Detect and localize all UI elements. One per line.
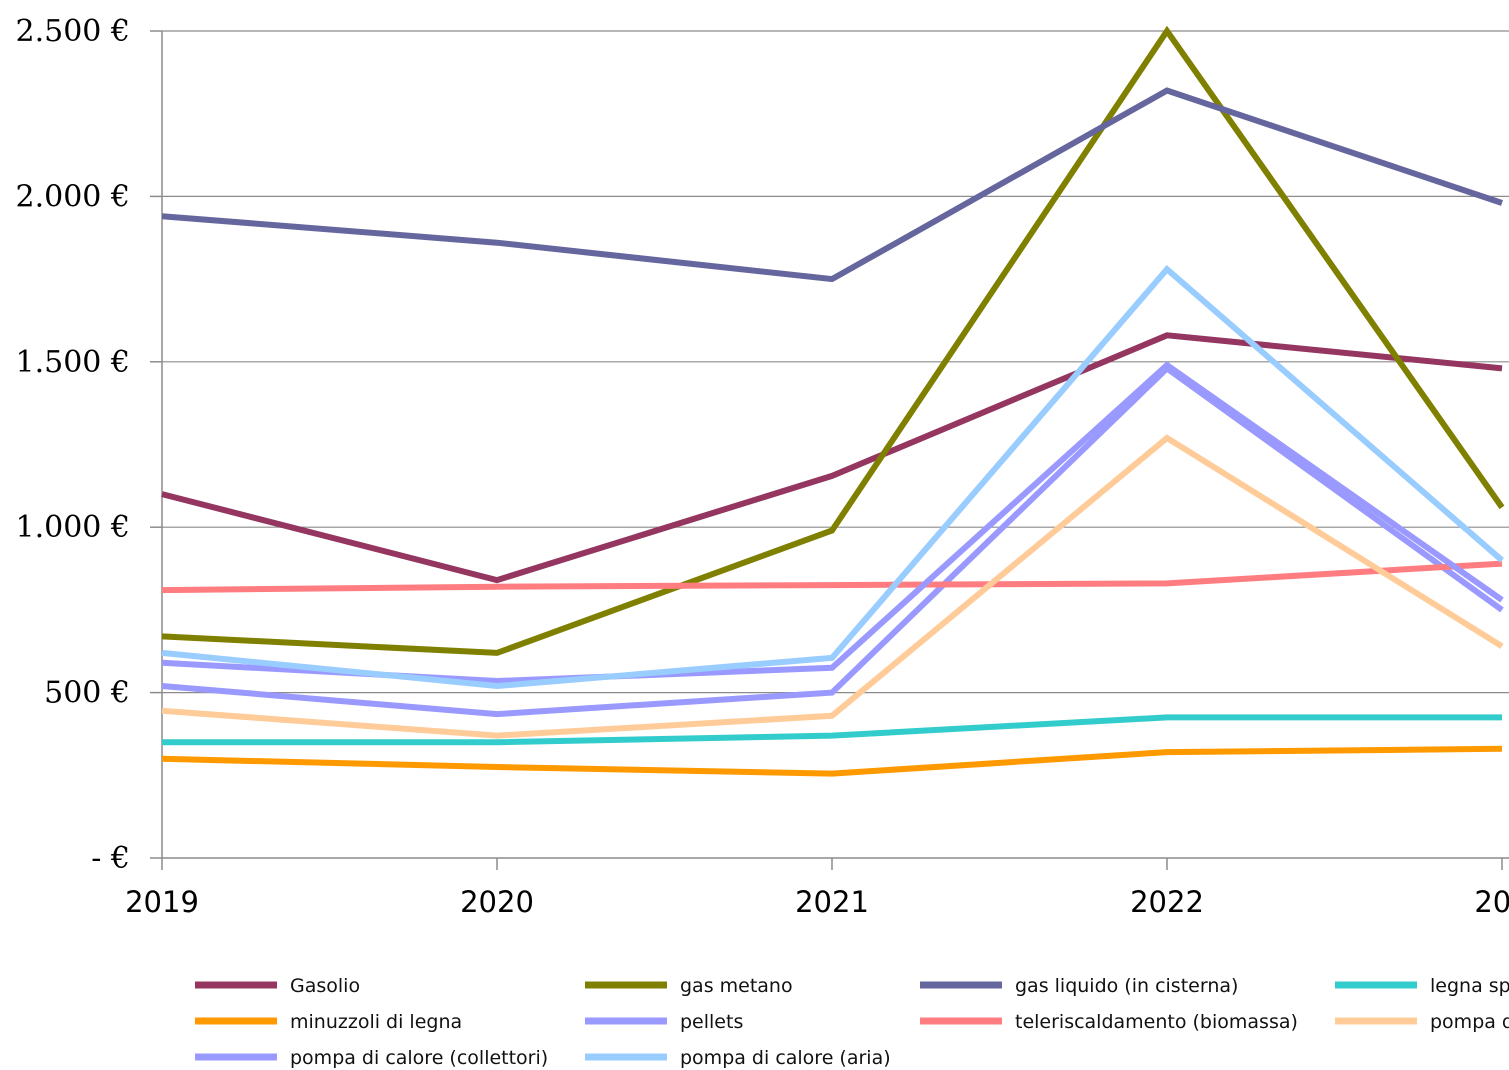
- series-line-gas-metano: [161, 25, 1505, 656]
- series-line-gas-liquido-in-cisterna-: [161, 87, 1503, 283]
- series-line-pellets: [161, 364, 1504, 718]
- legend-label: legna sp: [1430, 975, 1509, 997]
- legend-item: pompa di calore (collettori): [195, 1047, 548, 1069]
- x-tick-label: 2020: [460, 885, 534, 919]
- legend-item: pompa di calore (aria): [585, 1047, 891, 1069]
- legend-label: teleriscaldamento (biomassa): [1015, 1011, 1298, 1033]
- y-tick-label: 2.500 €: [15, 14, 130, 49]
- legend-item: Gasolio: [195, 975, 360, 997]
- legend-item: pompa d: [1335, 1011, 1509, 1033]
- series-line-pompa-di-calore: [161, 434, 1504, 739]
- series-line-legna-spaccata: [162, 714, 1502, 746]
- legend-label: minuzzoli di legna: [290, 1011, 462, 1033]
- legend-label: gas liquido (in cisterna): [1015, 975, 1238, 997]
- legend: Gasolio gas metano gas liquido (in cistern…: [195, 975, 1509, 1069]
- series-line-gasolio: [161, 332, 1503, 584]
- series-line-minuzzoli-di-legna: [161, 745, 1503, 777]
- x-tick-label: 2022: [1130, 885, 1204, 919]
- series-lines: [161, 25, 1505, 777]
- x-tick-label: 202: [1474, 885, 1509, 919]
- legend-label: Gasolio: [290, 975, 360, 997]
- legend-item: teleriscaldamento (biomassa): [920, 1011, 1298, 1033]
- legend-label: pompa d: [1430, 1011, 1509, 1033]
- legend-item: gas liquido (in cisterna): [920, 975, 1238, 997]
- gridlines: [162, 30, 1509, 694]
- legend-label: gas metano: [680, 975, 793, 997]
- y-axis-ticks: - € 500 € 1.000 € 1.500 € 2.000 € 2.500 €: [15, 14, 162, 876]
- series-line-pompa-di-calore-aria-: [161, 264, 1504, 690]
- x-tick-label: 2021: [795, 885, 869, 919]
- axes: [161, 31, 1509, 859]
- y-tick-label: 500 €: [44, 676, 130, 711]
- legend-label: pompa di calore (aria): [680, 1047, 891, 1069]
- y-tick-label: - €: [91, 841, 130, 876]
- legend-label: pellets: [680, 1011, 743, 1033]
- legend-item: legna sp: [1335, 975, 1509, 997]
- y-tick-label: 1.500 €: [15, 345, 130, 380]
- legend-item: minuzzoli di legna: [195, 1011, 462, 1033]
- x-tick-label: 2019: [125, 885, 199, 919]
- y-tick-label: 2.000 €: [15, 179, 130, 214]
- legend-item: gas metano: [585, 975, 793, 997]
- series-line-teleriscaldamento-biomassa-: [161, 560, 1503, 594]
- x-axis-ticks: 2019 2020 2021 2022 202: [125, 858, 1509, 919]
- legend-item: pellets: [585, 1011, 743, 1033]
- legend-label: pompa di calore (collettori): [290, 1047, 548, 1069]
- y-tick-label: 1.000 €: [15, 510, 130, 545]
